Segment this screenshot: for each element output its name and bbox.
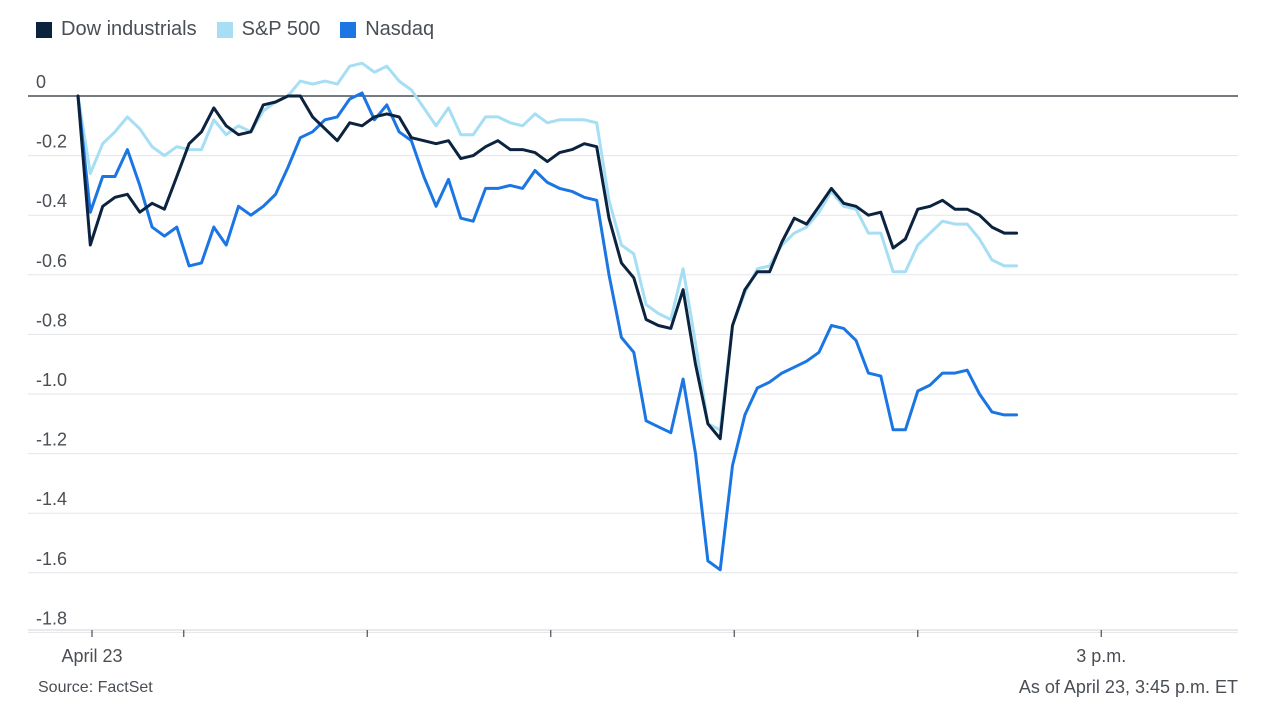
y-tick-label: -0.4 [36,191,67,211]
y-tick-label: -1.2 [36,430,67,450]
legend-swatch-nasdaq [340,21,357,38]
legend-item-dow: Dow industrials [36,18,197,41]
legend-label-sp500: S&P 500 [241,18,321,40]
timestamp-note: As of April 23, 3:45 p.m. ET [1018,677,1238,697]
y-tick-label: 0 [36,72,46,92]
legend-swatch-sp500 [216,21,233,38]
y-tick-label: -0.2 [36,132,67,152]
x-tick-label: 3 p.m. [1076,646,1126,666]
legend-item-nasdaq: Nasdaq [340,18,434,41]
x-tick-label: April 23 [61,646,122,666]
y-tick-label: -0.6 [36,251,67,271]
legend-item-sp500: S&P 500 [216,18,321,41]
series-line-nasdaq [76,91,1019,572]
legend-label-dow: Dow industrials [61,18,197,40]
y-tick-label: -1.6 [36,549,67,569]
legend-swatch-dow [36,21,52,38]
legend: Dow industrials S&P 500 Nasdaq [36,18,454,41]
y-tick-label: -1.8 [36,608,67,628]
y-tick-label: -1.4 [36,489,67,509]
source-note: Source: FactSet [38,679,153,696]
legend-label-nasdaq: Nasdaq [365,18,435,40]
series-line-dow-industrials [76,94,1019,441]
series-line-s-p-500 [76,61,1019,432]
y-tick-label: -1.0 [36,370,67,390]
y-tick-label: -0.8 [36,310,67,330]
